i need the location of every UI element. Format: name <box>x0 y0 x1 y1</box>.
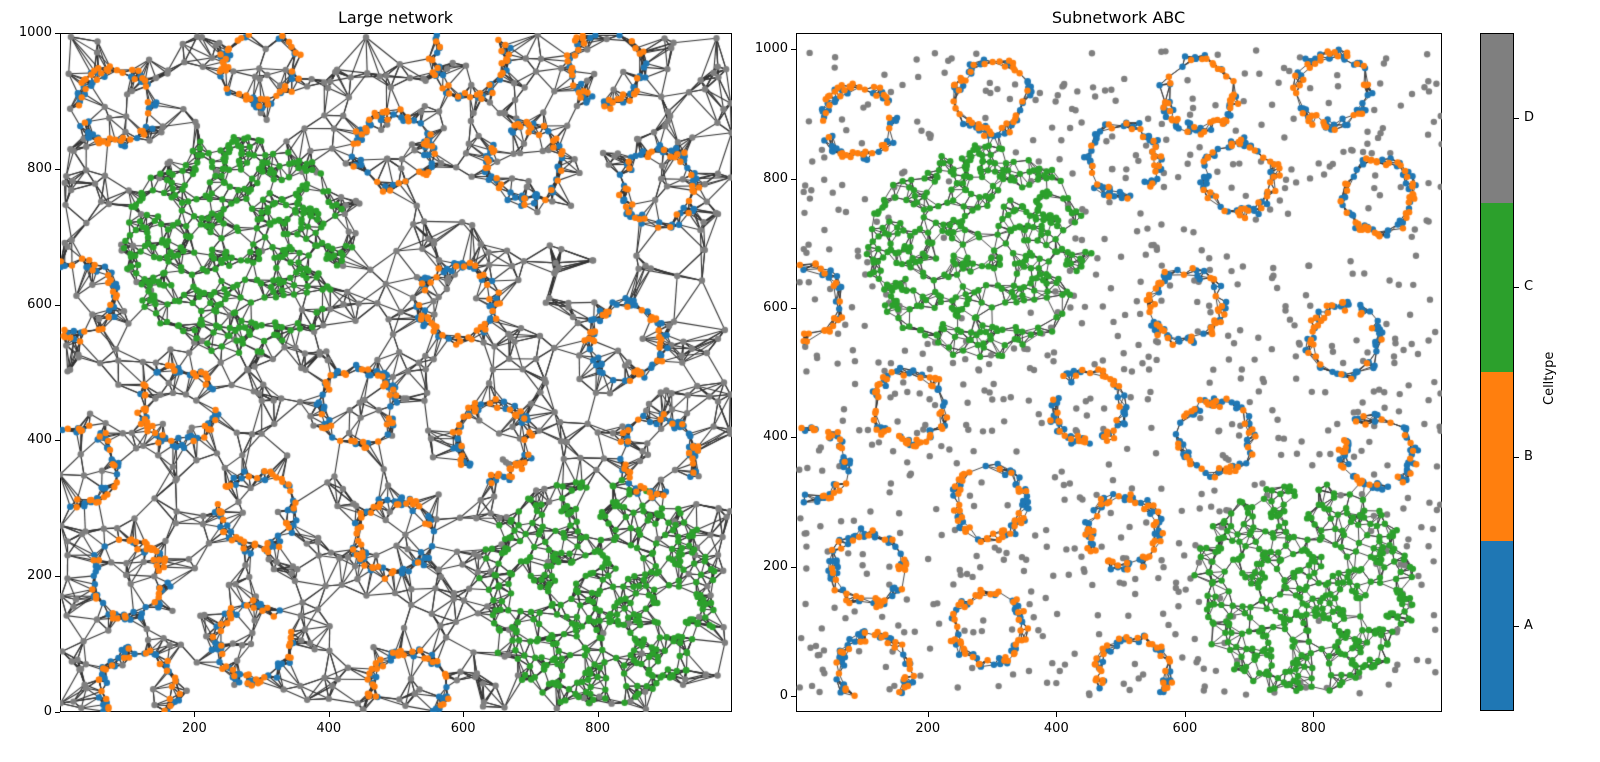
colorbar-segment-c <box>1481 203 1513 372</box>
colorbar-title: Celltype <box>1542 351 1557 405</box>
x-tick-label: 600 <box>1172 721 1198 736</box>
subnetwork-abc-canvas <box>796 33 1442 712</box>
x-tick-label: 600 <box>450 721 476 736</box>
x-tick-mark <box>927 712 929 717</box>
y-tick-mark <box>55 712 60 713</box>
y-tick-mark <box>55 576 60 578</box>
x-tick-label: 800 <box>585 721 610 736</box>
y-tick-label: 200 <box>763 558 788 574</box>
y-tick-mark <box>55 440 60 442</box>
y-tick-label: 600 <box>763 299 788 315</box>
y-tick-label: 1000 <box>754 41 788 57</box>
x-tick-label: 800 <box>1301 721 1326 736</box>
right-plot-title: Subnetwork ABC <box>1051 8 1186 27</box>
x-tick-mark <box>1313 712 1315 717</box>
y-tick-mark <box>791 178 796 180</box>
y-tick-mark <box>791 307 796 309</box>
y-tick-label: 600 <box>27 296 52 312</box>
x-tick-mark <box>1056 712 1058 717</box>
colorbar-segment-a <box>1481 541 1513 710</box>
x-tick-label: 200 <box>915 721 941 736</box>
y-tick-mark <box>55 33 60 34</box>
x-tick-mark <box>194 712 196 717</box>
x-tick-label: 200 <box>181 721 207 736</box>
colorbar-label-a: A <box>1524 618 1533 633</box>
large-network-canvas <box>60 33 732 712</box>
colorbar-tick-b <box>1514 457 1519 458</box>
y-tick-label: 1000 <box>18 25 52 40</box>
x-tick-mark <box>1184 712 1186 717</box>
x-tick-mark <box>597 712 599 717</box>
y-tick-label: 0 <box>779 687 788 703</box>
celltype-colorbar <box>1480 33 1514 711</box>
y-tick-label: 800 <box>763 170 788 186</box>
y-tick-mark <box>791 437 796 439</box>
left-plot-title: Large network <box>337 8 454 27</box>
y-tick-mark <box>791 695 796 697</box>
colorbar-segment-b <box>1481 372 1513 541</box>
colorbar-tick-a <box>1514 626 1519 627</box>
x-tick-label: 400 <box>1043 721 1069 736</box>
y-tick-label: 400 <box>27 432 52 448</box>
y-tick-label: 200 <box>27 568 52 584</box>
y-tick-mark <box>55 168 60 170</box>
x-tick-label: 400 <box>316 721 342 736</box>
y-tick-label: 0 <box>43 704 52 719</box>
y-tick-label: 400 <box>763 429 788 445</box>
colorbar-segment-d <box>1481 34 1513 203</box>
colorbar-tick-d <box>1514 118 1519 119</box>
y-tick-mark <box>791 566 796 568</box>
y-tick-mark <box>55 304 60 306</box>
colorbar-tick-c <box>1514 287 1519 288</box>
colorbar-label-c: C <box>1524 279 1534 294</box>
x-tick-mark <box>328 712 330 717</box>
y-tick-mark <box>791 49 796 51</box>
colorbar-label-b: B <box>1524 449 1533 464</box>
y-tick-label: 800 <box>27 160 52 176</box>
colorbar-label-d: D <box>1524 110 1535 125</box>
x-tick-mark <box>463 712 465 717</box>
